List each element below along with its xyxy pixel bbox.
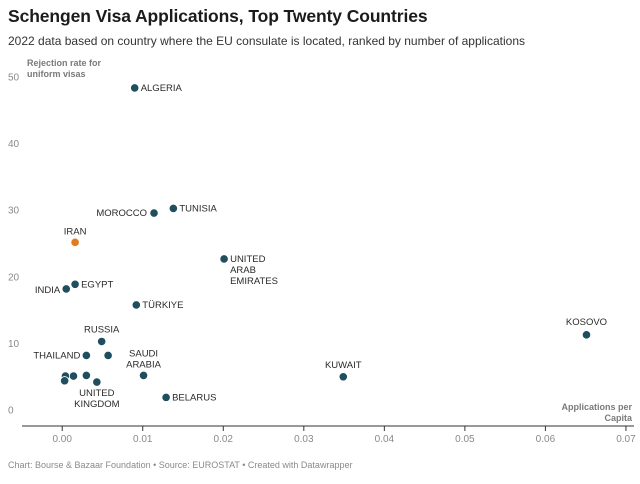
y-tick-label: 40 [8, 139, 20, 150]
x-tick-label: 0.05 [455, 434, 475, 445]
x-axis-title: Capita [604, 413, 633, 423]
data-point [61, 284, 71, 294]
data-label: RUSSIA [84, 324, 120, 335]
data-label: MOROCCO [96, 208, 147, 219]
data-point [68, 371, 79, 381]
x-tick-label: 0.06 [536, 434, 556, 445]
y-axis-ticks: 0 10 20 30 40 50 [8, 73, 20, 417]
data-label: UNITED ARAB EMIRATES [230, 254, 278, 287]
chart-footer: Chart: Bourse & Bazaar Foundation • Sour… [8, 460, 353, 470]
data-point [131, 300, 141, 310]
data-point [168, 203, 178, 214]
x-axis-title: Applications per [561, 402, 632, 412]
data-label: IRAN [64, 226, 87, 237]
x-tick-label: 0.07 [616, 434, 636, 445]
y-tick-label: 20 [8, 272, 20, 283]
data-label: TUNISIA [179, 203, 217, 214]
data-point [70, 237, 80, 247]
data-point [149, 208, 159, 218]
y-tick-label: 10 [8, 339, 20, 350]
chart-subtitle: 2022 data based on country where the EU … [8, 34, 525, 48]
data-point [138, 370, 149, 381]
data-label: KOSOVO [566, 317, 607, 328]
y-axis-title: uniform visas [27, 69, 86, 79]
y-tick-label: 30 [8, 206, 20, 217]
data-label: ALGERIA [141, 83, 183, 94]
data-label: KUWAIT [325, 360, 362, 371]
data-point [161, 392, 171, 402]
y-tick-label: 0 [8, 405, 14, 416]
y-axis-title: Rejection rate for [27, 58, 102, 68]
data-point [70, 279, 80, 289]
data-point [219, 254, 229, 264]
data-label: SAUDI ARABIA [126, 348, 162, 370]
data-label: TÜRKIYE [142, 300, 183, 311]
data-point [60, 376, 70, 386]
data-point [338, 372, 348, 382]
data-points [60, 83, 592, 402]
x-tick-label: 0.04 [375, 434, 395, 445]
data-label: UNITED KINGDOM [74, 388, 119, 410]
data-point [581, 330, 592, 340]
x-tick-label: 0.00 [52, 434, 72, 445]
data-label: INDIA [35, 285, 61, 296]
data-point [92, 377, 102, 387]
data-point [103, 350, 113, 361]
chart-title: Schengen Visa Applications, Top Twenty C… [8, 6, 428, 26]
data-label: BELARUS [172, 392, 216, 403]
x-tick-label: 0.03 [294, 434, 314, 445]
data-labels: ALGERIA TUNISIA MOROCCO IRAN UNITED ARAB EMIRA… [33, 83, 607, 410]
data-point [97, 336, 107, 347]
data-label: THAILAND [33, 350, 80, 361]
x-axis-ticks: 0.00 0.01 0.02 0.03 0.04 0.05 0.06 0.07 [52, 426, 636, 445]
x-tick-label: 0.02 [214, 434, 234, 445]
data-point [130, 83, 140, 93]
y-tick-label: 50 [8, 73, 20, 84]
x-tick-label: 0.01 [133, 434, 153, 445]
data-point [81, 370, 91, 381]
data-point [81, 350, 91, 361]
data-label: EGYPT [81, 279, 113, 290]
